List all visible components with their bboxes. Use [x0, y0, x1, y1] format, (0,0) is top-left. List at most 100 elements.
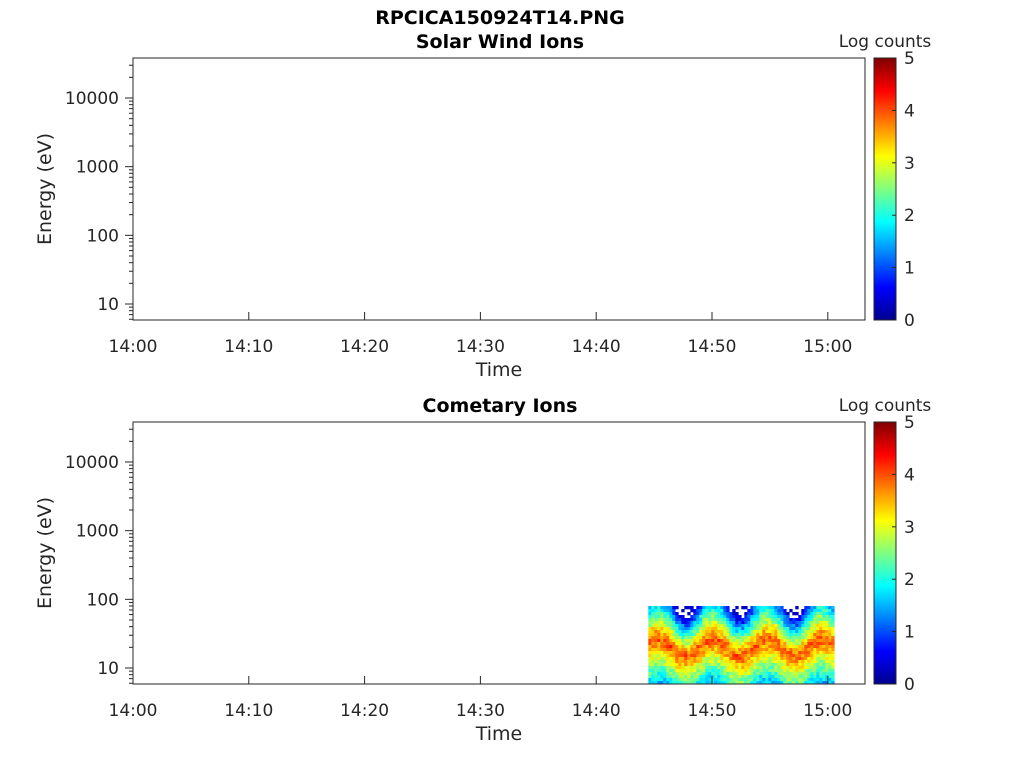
spectrogram-cell: [690, 621, 694, 625]
spectrogram-cell: [735, 669, 739, 673]
spectrogram-cell: [690, 615, 694, 619]
spectrogram-cell: [717, 636, 721, 640]
spectrogram-cell: [657, 630, 661, 634]
spectrogram-cell: [771, 612, 775, 616]
spectrogram-cell: [756, 633, 760, 637]
spectrogram-cell: [765, 654, 769, 658]
spectrogram-cell: [747, 612, 751, 616]
spectrogram-cell: [699, 615, 703, 619]
spectrogram-cell: [678, 651, 682, 655]
spectrogram-cell: [696, 618, 700, 622]
spectrogram-cell: [738, 663, 742, 667]
spectrogram-cell: [684, 654, 688, 658]
spectrogram-cell: [720, 657, 724, 661]
spectrogram-cell: [777, 663, 781, 667]
spectrogram-cell: [717, 615, 721, 619]
spectrogram-cell: [801, 645, 805, 649]
spectrogram-cell: [648, 654, 652, 658]
spectrogram-cell: [813, 678, 817, 682]
spectrogram-cell: [684, 669, 688, 673]
spectrogram-cell: [702, 624, 706, 628]
spectrogram-cell: [720, 663, 724, 667]
spectrogram-cell: [735, 675, 739, 679]
spectrogram-cell: [666, 675, 670, 679]
spectrogram-cell: [792, 675, 796, 679]
spectrogram-cell: [801, 621, 805, 625]
spectrogram-cell: [804, 624, 808, 628]
spectrogram-cell: [675, 606, 679, 610]
spectrogram-cell: [825, 663, 829, 667]
spectrogram-cell: [777, 639, 781, 643]
spectrogram-cell: [678, 666, 682, 670]
spectrogram-cell: [744, 606, 748, 610]
spectrogram-cell: [804, 612, 808, 616]
spectrogram-cell: [714, 633, 718, 637]
spectrogram-cell: [684, 666, 688, 670]
spectrogram-cell: [798, 627, 802, 631]
spectrogram-cell: [699, 621, 703, 625]
spectrogram-cell: [759, 627, 763, 631]
spectrogram-cell: [747, 657, 751, 661]
spectrogram-cell: [786, 636, 790, 640]
spectrogram-cell: [693, 666, 697, 670]
spectrogram-cell: [660, 681, 664, 685]
spectrogram-cell: [807, 612, 811, 616]
spectrogram-cell: [687, 657, 691, 661]
spectrogram-cell: [798, 630, 802, 634]
spectrogram-cell: [804, 660, 808, 664]
spectrogram-cell: [663, 642, 667, 646]
spectrogram-cell: [735, 618, 739, 622]
spectrogram-cell: [804, 630, 808, 634]
spectrogram-cell: [696, 645, 700, 649]
spectrogram-cell: [699, 618, 703, 622]
spectrogram-cell: [672, 621, 676, 625]
spectrogram-cell: [726, 609, 730, 613]
spectrogram-cell: [690, 639, 694, 643]
spectrogram-cell: [750, 633, 754, 637]
spectrogram-cell: [648, 660, 652, 664]
spectrogram-cell: [723, 606, 727, 610]
spectrogram-cell: [831, 636, 835, 640]
spectrogram-cell: [675, 681, 679, 685]
spectrogram-cell: [768, 639, 772, 643]
spectrogram-cell: [717, 612, 721, 616]
spectrogram-cell: [663, 681, 667, 685]
spectrogram-cell: [831, 621, 835, 625]
spectrogram-cell: [789, 642, 793, 646]
spectrogram-cell: [744, 642, 748, 646]
spectrogram-cell: [759, 663, 763, 667]
spectrogram-cell: [708, 657, 712, 661]
spectrogram-cell: [780, 615, 784, 619]
spectrogram-cell: [696, 642, 700, 646]
spectrogram-cell: [825, 627, 829, 631]
spectrogram-cell: [753, 675, 757, 679]
spectrogram-cell: [666, 624, 670, 628]
spectrogram-cell: [672, 657, 676, 661]
spectrogram-cell: [762, 663, 766, 667]
spectrogram-cell: [810, 657, 814, 661]
spectrogram-cell: [699, 642, 703, 646]
spectrogram-cell: [654, 672, 658, 676]
spectrogram-cell: [753, 621, 757, 625]
spectrogram-cell: [702, 621, 706, 625]
spectrogram-cell: [780, 651, 784, 655]
spectrogram-cell: [780, 624, 784, 628]
spectrogram-cell: [669, 657, 673, 661]
spectrogram-cell: [666, 666, 670, 670]
spectrogram-cell: [789, 678, 793, 682]
spectrogram-cell: [831, 666, 835, 670]
spectrogram-cell: [810, 675, 814, 679]
spectrogram-cell: [687, 675, 691, 679]
spectrogram-cell: [765, 618, 769, 622]
spectrogram-cell: [780, 657, 784, 661]
spectrogram-cell: [798, 636, 802, 640]
spectrogram-cell: [732, 636, 736, 640]
spectrogram-cell: [729, 615, 733, 619]
spectrogram-cell: [783, 666, 787, 670]
spectrogram-cell: [828, 624, 832, 628]
spectrogram-cell: [795, 639, 799, 643]
spectrogram-cell: [690, 672, 694, 676]
spectrogram-cell: [780, 645, 784, 649]
spectrogram-cell: [705, 636, 709, 640]
spectrogram-cell: [774, 612, 778, 616]
